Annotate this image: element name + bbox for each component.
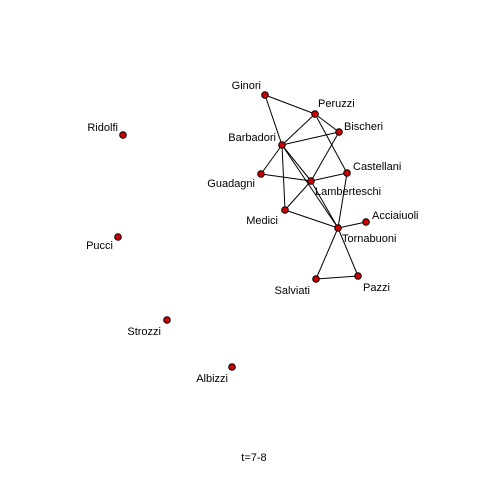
node-castellani (343, 169, 351, 177)
node-pucci (114, 233, 122, 241)
edge-castellani-tornabuoni (337, 172, 348, 229)
node-lamberteschi (307, 177, 315, 185)
node-ginori (261, 91, 269, 99)
edge-barbadori-tornabuoni (281, 144, 339, 229)
node-label-strozzi: Strozzi (127, 326, 161, 338)
edge-peruzzi-castellani (314, 113, 348, 174)
node-label-lamberteschi: Lamberteschi (315, 186, 381, 198)
node-label-ginori: Ginori (232, 80, 261, 92)
node-pazzi (354, 272, 362, 280)
nodes-layer (114, 91, 370, 371)
node-bischeri (335, 128, 343, 136)
edge-guadagni-lamberteschi (260, 173, 312, 182)
node-acciaiuoli (362, 218, 370, 226)
node-label-castellani: Castellani (353, 161, 401, 173)
node-label-pazzi: Pazzi (363, 282, 390, 294)
edge-lamberteschi-tornabuoni (310, 180, 339, 229)
edge-castellani-lamberteschi (310, 172, 348, 182)
node-label-medici: Medici (246, 215, 278, 227)
node-label-pucci: Pucci (86, 240, 113, 252)
edge-tornabuoni-pazzi (337, 227, 359, 277)
node-label-ridolfi: Ridolfi (87, 122, 118, 134)
edge-bischeri-lamberteschi (310, 131, 340, 182)
edges-layer (260, 94, 367, 280)
edge-barbadori-guadagni (260, 144, 283, 175)
node-albizzi (228, 363, 236, 371)
node-label-tornabuoni: Tornabuoni (342, 233, 396, 245)
time-caption: t=7-8 (241, 452, 266, 464)
node-salviati (312, 275, 320, 283)
edge-barbadori-lamberteschi (281, 144, 312, 182)
node-barbadori (278, 141, 286, 149)
labels-layer: Ginori Peruzzi Bischeri Barbadori Ridolfi Cas… (86, 80, 418, 385)
node-medici (281, 206, 289, 214)
edge-medici-tornabuoni (284, 209, 339, 229)
edge-peruzzi-barbadori (281, 113, 316, 146)
edge-lamberteschi-medici (284, 180, 312, 211)
node-label-acciaiuoli: Acciaiuoli (372, 210, 418, 222)
edge-tornabuoni-acciaiuoli (337, 221, 367, 229)
node-label-peruzzi: Peruzzi (318, 98, 355, 110)
edge-peruzzi-bischeri (314, 113, 340, 133)
edge-tornabuoni-salviati (315, 227, 339, 280)
edge-barbadori-bischeri (281, 131, 340, 146)
node-ridolfi (119, 131, 127, 139)
node-label-albizzi: Albizzi (196, 373, 228, 385)
node-peruzzi (311, 110, 319, 118)
edge-ginori-barbadori (264, 94, 283, 146)
node-label-guadagni: Guadagni (207, 178, 255, 190)
node-guadagni (257, 170, 265, 178)
node-tornabuoni (334, 224, 342, 232)
edge-ginori-peruzzi (264, 94, 316, 115)
edge-salviati-pazzi (315, 275, 359, 280)
node-label-bischeri: Bischeri (344, 121, 383, 133)
node-strozzi (163, 316, 171, 324)
node-label-barbadori: Barbadori (228, 132, 276, 144)
node-label-salviati: Salviati (275, 285, 310, 297)
